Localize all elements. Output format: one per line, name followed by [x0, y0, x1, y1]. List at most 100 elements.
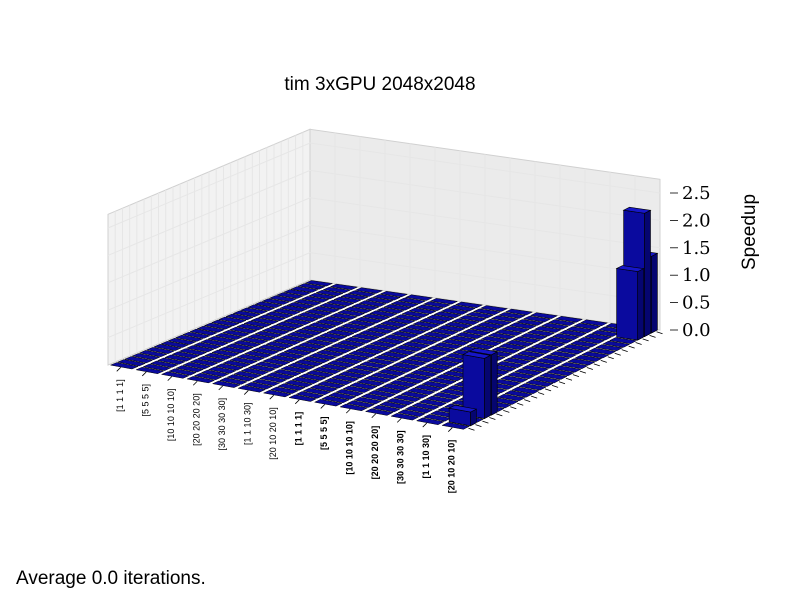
floor-cell	[508, 322, 538, 330]
floor-cell	[313, 399, 343, 407]
floor-cell	[415, 335, 445, 342]
y-tick-mark	[628, 345, 635, 349]
floor-cell	[207, 366, 237, 374]
floor-cell	[573, 355, 603, 362]
floor-cell	[379, 291, 409, 298]
floor-cell	[289, 315, 319, 322]
x-tick-mark	[269, 394, 275, 400]
floor-cell	[315, 349, 345, 357]
x-tick-mark	[396, 418, 402, 423]
floor-cell	[411, 321, 441, 328]
floor-cell	[541, 354, 571, 362]
floor-cell	[221, 330, 251, 337]
floor-cell	[519, 333, 549, 340]
floor-cell	[282, 318, 312, 326]
floor-cell	[275, 321, 305, 329]
floor-cell	[504, 390, 533, 398]
floor-cell	[244, 382, 274, 390]
floor-cell	[203, 352, 233, 360]
floor-cell	[178, 348, 208, 356]
floor-cell	[291, 376, 321, 384]
floor-cell	[518, 383, 547, 391]
floor-cell	[406, 387, 436, 395]
floor-cell	[167, 368, 198, 376]
floor-cell	[501, 325, 531, 333]
y-tick-mark	[524, 399, 531, 403]
floor-cell	[515, 319, 545, 326]
y-tick-mark	[475, 424, 482, 428]
floor-cells	[109, 280, 659, 430]
floor-cell	[458, 315, 488, 322]
floor-cell	[232, 310, 262, 318]
floor-cell	[342, 385, 372, 393]
z-tick-label: 1.5	[682, 238, 711, 259]
bars	[448, 206, 659, 427]
floor-cell	[116, 359, 147, 367]
floor-cell	[171, 351, 201, 359]
floor-cell	[364, 408, 394, 416]
floor-cell	[319, 363, 349, 371]
floor-cell	[307, 293, 337, 300]
floor-cell	[304, 280, 334, 287]
floor-cell	[377, 369, 407, 377]
floor-cell	[240, 367, 270, 375]
floor-cell	[193, 372, 223, 381]
floor-cell	[243, 350, 273, 358]
floor-cell	[559, 362, 589, 369]
floor-cell	[433, 342, 463, 349]
floor-cell	[316, 381, 346, 389]
floor-cell	[483, 318, 513, 326]
floor-cell	[189, 328, 219, 336]
floor-cell	[336, 340, 366, 347]
floor-cell	[433, 311, 463, 318]
bar-top-face	[622, 206, 652, 214]
floor-cell	[294, 359, 324, 367]
z-tick-label: 0.0	[682, 320, 711, 341]
floor-cell	[211, 349, 241, 357]
floor-cell	[548, 351, 578, 358]
y-tick-mark	[614, 352, 621, 356]
floor-cell	[395, 376, 425, 384]
floor-cell	[239, 307, 269, 314]
floor-cell	[392, 394, 422, 402]
floor-cell	[167, 338, 197, 345]
floor-cell	[368, 310, 398, 317]
x-tick-label: [10 10 10 10]	[344, 421, 354, 475]
x-tick-mark	[371, 413, 377, 419]
floor-cell	[304, 339, 334, 346]
floor-cell	[504, 308, 534, 316]
z-axis-label: Speedup	[739, 194, 760, 270]
floor-cell	[437, 325, 466, 332]
bar	[448, 404, 478, 427]
floor-cell	[558, 329, 588, 337]
floor-cell	[350, 303, 380, 310]
floor-cell	[329, 343, 359, 351]
floor-cell	[311, 336, 341, 343]
floor-cell	[300, 296, 330, 303]
floor-cell	[416, 366, 446, 374]
floor-cell	[284, 380, 314, 388]
floor-cell	[511, 386, 540, 394]
floor-cell	[430, 359, 460, 367]
floor-cell	[185, 345, 215, 353]
floor-cell	[405, 355, 435, 363]
floor-cell	[506, 372, 536, 380]
floor-cell	[145, 347, 175, 354]
floor-cell	[211, 380, 241, 388]
floor-cell	[432, 392, 462, 400]
floor-cell	[383, 304, 412, 311]
floor-cell	[369, 340, 399, 348]
floor-cell	[228, 326, 258, 334]
floor-cell	[349, 382, 379, 390]
floor-cell	[401, 311, 430, 318]
floor-cell	[340, 293, 370, 300]
floor-cell	[354, 316, 384, 324]
floor-cell	[261, 327, 291, 335]
floor-cell	[544, 336, 574, 344]
floor-cell	[344, 368, 374, 376]
x-tick-mark	[345, 408, 351, 414]
bar-top-face	[448, 404, 478, 413]
floor-cell	[268, 324, 298, 332]
floor-cell	[153, 344, 183, 351]
bar-side-face	[491, 351, 498, 416]
